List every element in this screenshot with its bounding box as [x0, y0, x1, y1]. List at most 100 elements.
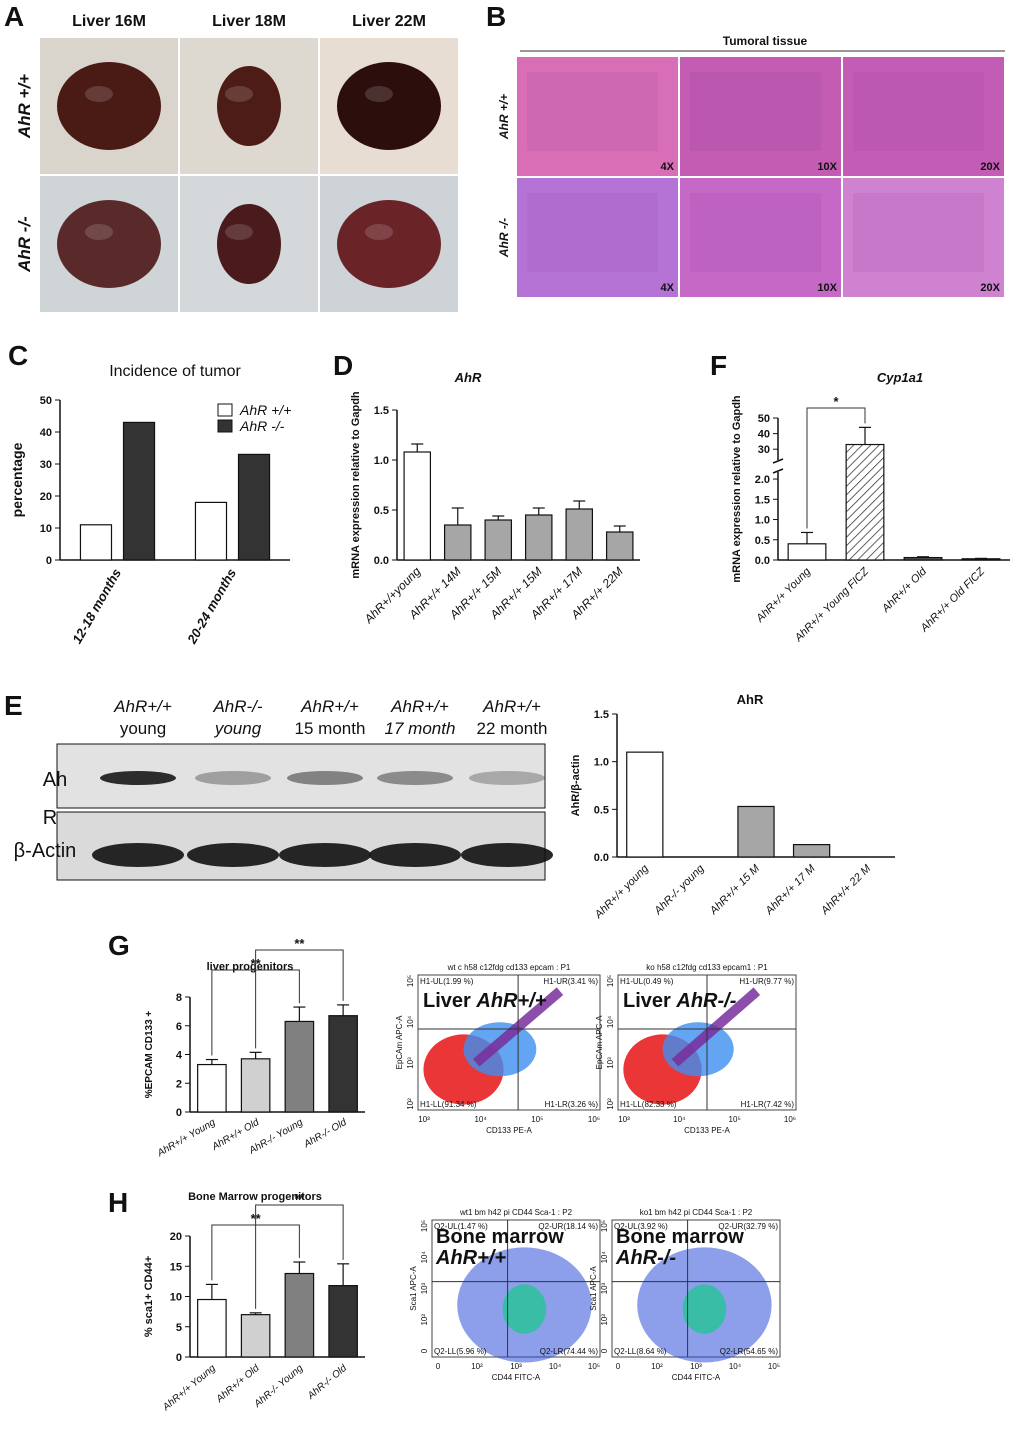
- y-tick-label: 10²: [600, 1314, 609, 1326]
- population: [463, 1022, 537, 1077]
- y-tick-label: 1.5: [755, 494, 770, 506]
- plot-label: AhR-/-: [615, 1247, 676, 1269]
- y-tick-label: 10⁴: [606, 1015, 615, 1028]
- y-tick-label: 0: [176, 1352, 182, 1364]
- plot-label: Bone marrow: [616, 1226, 744, 1248]
- x-tick-label: AhR+/+ Young: [160, 1363, 218, 1414]
- bar: [792, 844, 831, 858]
- quadrant-label: H1-UL(0.49 %): [620, 977, 674, 986]
- bar: [605, 531, 634, 561]
- x-tick-label: AhR+/+ 15 M: [707, 862, 763, 918]
- y-axis-title: Sca1 APC-A: [409, 1266, 418, 1311]
- y-tick-label: 40: [758, 429, 770, 441]
- y-axis-title: EpCAm APC-A: [595, 1015, 604, 1069]
- histology-image: [517, 57, 678, 176]
- bar: [197, 1298, 227, 1358]
- lane-age: 15 month: [295, 719, 366, 738]
- plot-title: wt c h58 c12fdg cd133 epcam : P1: [447, 963, 571, 972]
- plot-title: ko1 bm h42 pi CD44 Sca-1 : P2: [640, 1208, 753, 1217]
- x-tick-label: 10³: [690, 1362, 702, 1371]
- bar: [737, 805, 775, 858]
- liver-highlight: [365, 224, 393, 240]
- bar: [194, 501, 228, 561]
- magnification: 4X: [661, 282, 675, 294]
- y-tick-label: 10⁵: [406, 975, 415, 987]
- quadrant-label: Q2-UL(3.92 %): [614, 1222, 668, 1231]
- y-tick-label: 10⁵: [606, 975, 615, 987]
- axis-break: [772, 468, 784, 474]
- y-tick-label: 0: [46, 555, 52, 567]
- y-tick-label: 8: [176, 992, 182, 1004]
- bar: [626, 751, 664, 858]
- histology-image: [843, 178, 1004, 297]
- histology-texture: [853, 72, 984, 151]
- significance-bracket: [806, 407, 866, 529]
- y-axis-title: mRNA expression relative to Gapdh: [350, 391, 362, 579]
- population: [682, 1284, 727, 1334]
- plot-label: Liver AhR-/-: [623, 990, 737, 1012]
- bar: [903, 556, 943, 561]
- bar: [328, 1015, 358, 1113]
- histology-texture: [853, 193, 984, 272]
- y-axis-title: AhR/β-actin: [570, 754, 582, 816]
- histology-texture: [690, 72, 821, 151]
- bar: [122, 421, 156, 561]
- significance-bracket: [255, 1204, 344, 1309]
- histology-image: [680, 57, 841, 176]
- row-label: AhR +/+: [497, 94, 511, 140]
- legend-label: AhR +/+: [239, 402, 291, 418]
- lane-genotype: AhR+/+: [113, 697, 172, 716]
- panel-letter: B: [486, 1, 506, 32]
- panel-title: Tumoral tissue: [723, 34, 808, 48]
- x-tick-label: 10⁵: [729, 1115, 741, 1124]
- y-tick-label: 0: [600, 1348, 609, 1353]
- y-tick-label: 0: [176, 1107, 182, 1119]
- blot-band: [469, 771, 545, 785]
- plot-label-text: Liver: [423, 990, 471, 1012]
- lane-genotype: AhR-/-: [212, 697, 262, 716]
- magnification: 10X: [817, 161, 837, 173]
- histology-image: [843, 57, 1004, 176]
- lane-age: young: [120, 719, 166, 738]
- magnification: 20X: [980, 161, 1000, 173]
- x-tick-label: 10³: [418, 1115, 430, 1124]
- y-tick-label: 10⁴: [420, 1251, 429, 1264]
- y-tick-label: 1.0: [594, 757, 609, 769]
- liver-highlight: [225, 224, 253, 240]
- y-tick-label: 50: [40, 395, 52, 407]
- x-tick-label: 10³: [510, 1362, 522, 1371]
- histology-image: [680, 178, 841, 297]
- bar: [240, 1058, 271, 1113]
- x-axis-title: CD44 FITC-A: [492, 1373, 541, 1382]
- x-axis-title: CD44 FITC-A: [672, 1373, 721, 1382]
- quadrant-label: Q2-UR(18.14 %): [538, 1222, 598, 1231]
- blot-row-label: Ah: [43, 769, 67, 791]
- quadrant-label: H1-UR(3.41 %): [543, 977, 598, 986]
- x-tick-label: AhR-/- Old: [305, 1363, 349, 1403]
- x-tick-label: AhR+/+ young: [592, 862, 652, 922]
- y-tick-label: 1.5: [594, 709, 609, 721]
- plot-label-text: Liver: [623, 990, 671, 1012]
- y-tick-label: 1.0: [755, 515, 770, 527]
- column-title: Liver 18M: [212, 13, 286, 30]
- x-tick-label: 10³: [618, 1115, 630, 1124]
- lane-genotype: AhR+/+: [390, 697, 449, 716]
- blot-band: [287, 771, 363, 785]
- bar: [284, 1272, 315, 1358]
- y-tick-label: 10²: [420, 1314, 429, 1326]
- y-tick-label: 2.0: [755, 474, 770, 486]
- blot-band: [377, 771, 453, 785]
- plot-title: ko h58 c12fdg cd133 epcam1 : P1: [646, 963, 768, 972]
- blot-band: [279, 843, 371, 867]
- y-tick-label: 10: [170, 1292, 182, 1304]
- panel-letter: D: [333, 350, 353, 381]
- x-tick-label: 0: [436, 1362, 441, 1371]
- y-tick-label: 1.5: [374, 405, 389, 417]
- quadrant-label: Q2-LR(74.44 %): [540, 1347, 599, 1356]
- x-tick-label: 10²: [651, 1362, 663, 1371]
- column-title: Liver 22M: [352, 13, 426, 30]
- chart-title: Cyp1a1: [877, 370, 923, 385]
- x-tick-label: 10⁴: [474, 1115, 487, 1124]
- liver-highlight: [365, 86, 393, 102]
